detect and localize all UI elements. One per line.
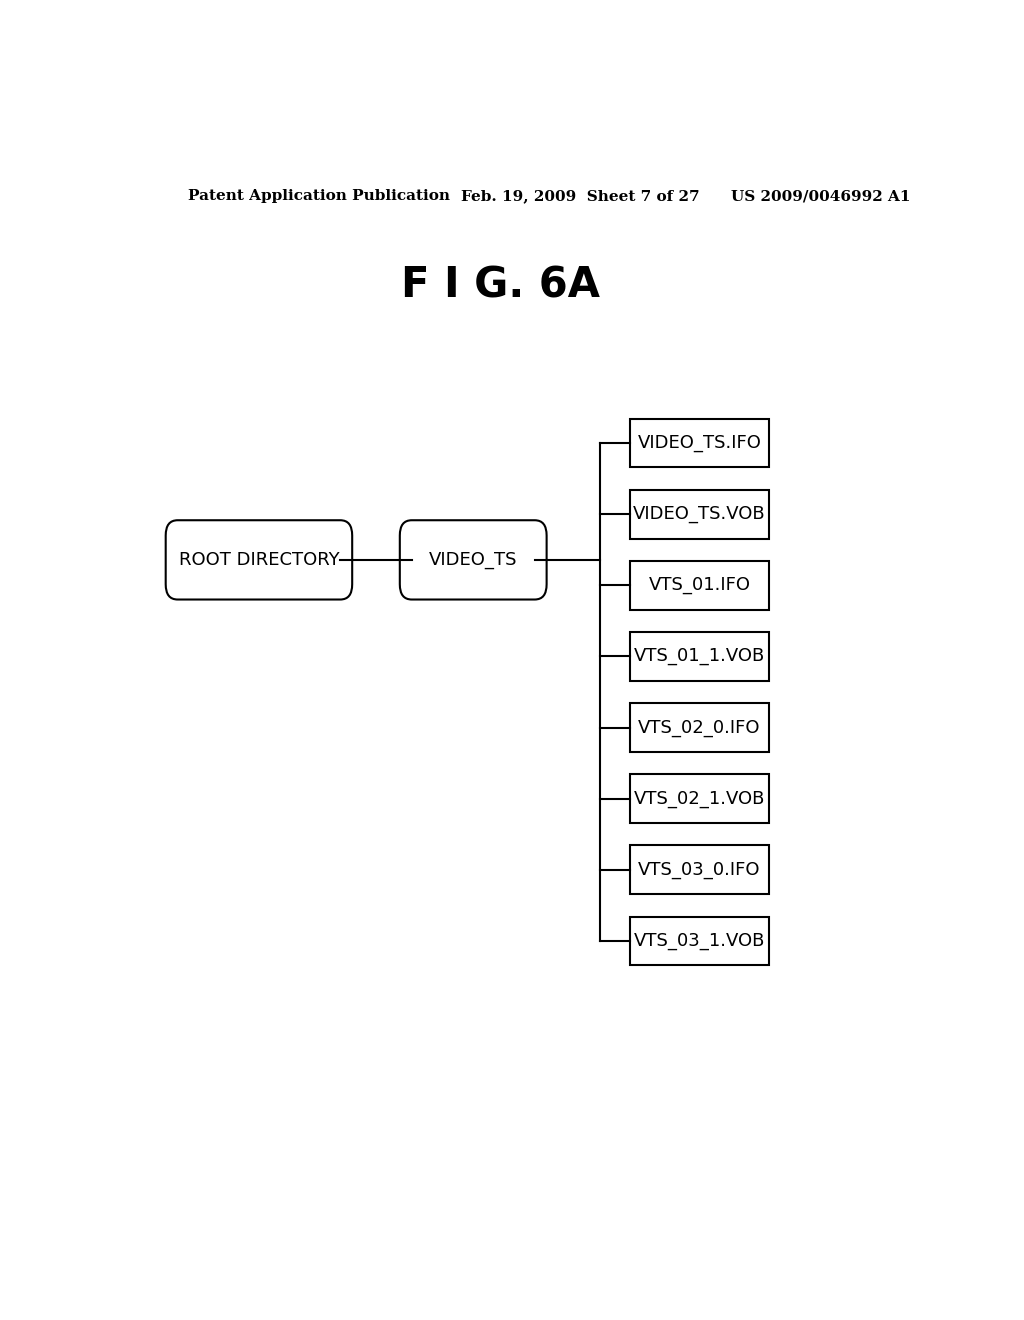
Text: VTS_01_1.VOB: VTS_01_1.VOB — [634, 647, 765, 665]
FancyBboxPatch shape — [166, 520, 352, 599]
Text: VTS_02_0.IFO: VTS_02_0.IFO — [638, 718, 761, 737]
Text: VTS_02_1.VOB: VTS_02_1.VOB — [634, 789, 765, 808]
Text: ROOT DIRECTORY: ROOT DIRECTORY — [178, 550, 339, 569]
Text: VTS_01.IFO: VTS_01.IFO — [648, 577, 751, 594]
FancyBboxPatch shape — [630, 561, 769, 610]
FancyBboxPatch shape — [630, 632, 769, 681]
FancyBboxPatch shape — [630, 846, 769, 894]
Text: VIDEO_TS.IFO: VIDEO_TS.IFO — [638, 434, 761, 451]
FancyBboxPatch shape — [630, 775, 769, 824]
Text: VTS_03_1.VOB: VTS_03_1.VOB — [634, 932, 765, 950]
FancyBboxPatch shape — [630, 418, 769, 467]
Text: VIDEO_TS.VOB: VIDEO_TS.VOB — [633, 506, 766, 523]
FancyBboxPatch shape — [630, 916, 769, 965]
FancyBboxPatch shape — [630, 704, 769, 752]
FancyBboxPatch shape — [399, 520, 547, 599]
Text: VTS_03_0.IFO: VTS_03_0.IFO — [638, 861, 761, 879]
Text: F I G. 6A: F I G. 6A — [401, 264, 600, 306]
FancyBboxPatch shape — [630, 490, 769, 539]
Text: US 2009/0046992 A1: US 2009/0046992 A1 — [731, 189, 910, 203]
Text: VIDEO_TS: VIDEO_TS — [429, 550, 517, 569]
Text: Patent Application Publication: Patent Application Publication — [187, 189, 450, 203]
Text: Feb. 19, 2009  Sheet 7 of 27: Feb. 19, 2009 Sheet 7 of 27 — [461, 189, 700, 203]
